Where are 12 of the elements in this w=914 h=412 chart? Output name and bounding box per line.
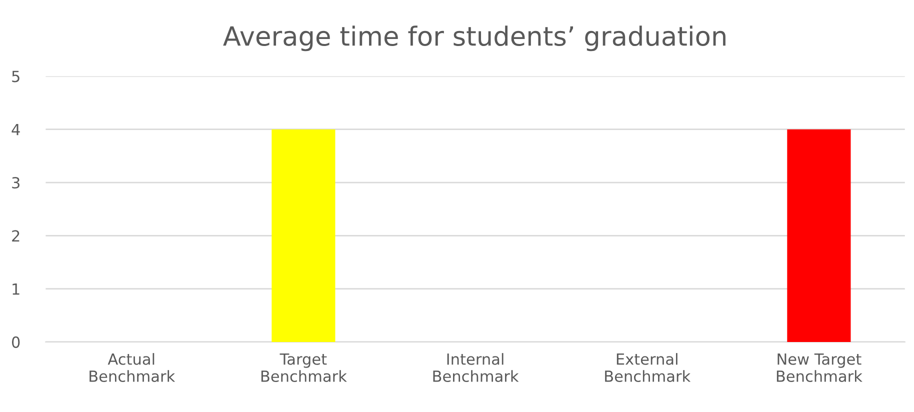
x-tick-label: External Benchmark [605, 353, 691, 382]
x-tick-label: New Target Benchmark [776, 354, 862, 382]
y-tick-label: 2 [12, 230, 20, 242]
y-tick-label: 5 [12, 70, 20, 82]
chart-title: Average time for students’ graduation [223, 26, 726, 52]
y-tick-label: 3 [12, 176, 20, 189]
y-tick-label: 1 [12, 283, 20, 295]
y-tick-label: 0 [12, 336, 20, 348]
x-tick-label: Internal Benchmark [433, 353, 519, 382]
x-tick-label: Actual Benchmark [90, 353, 176, 382]
x-tick-label: Target Benchmark [261, 354, 347, 382]
y-tick-label: 4 [12, 124, 20, 136]
